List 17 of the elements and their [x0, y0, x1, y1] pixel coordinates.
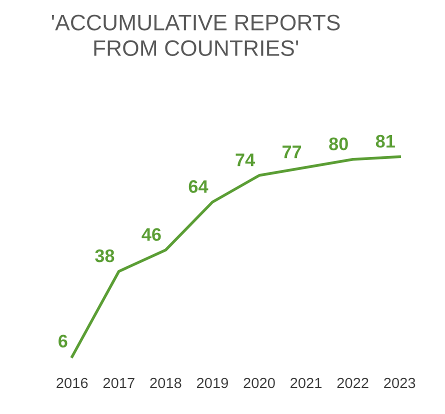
- data-label: 80: [329, 138, 348, 150]
- data-label: 74: [236, 154, 255, 166]
- data-label: 46: [142, 228, 161, 241]
- x-tick-label: 2023: [384, 378, 416, 388]
- x-tick-label: 2019: [196, 378, 228, 388]
- data-label: 64: [188, 180, 208, 193]
- x-tick-label: 2021: [290, 378, 322, 388]
- x-tick-label: 2016: [56, 378, 88, 388]
- data-label: 81: [376, 134, 395, 148]
- data-label: 38: [95, 249, 114, 262]
- x-tick-label: 2022: [337, 378, 368, 388]
- x-tick-label: 2017: [103, 378, 134, 388]
- chart-title: 'ACCUMULATIVE REPORTS FROM COUNTRIES': [52, 14, 340, 56]
- x-tick-label: 2020: [244, 378, 275, 388]
- data-label: 77: [282, 146, 302, 158]
- data-label: 6: [58, 334, 68, 348]
- x-tick-label: 2018: [150, 378, 182, 388]
